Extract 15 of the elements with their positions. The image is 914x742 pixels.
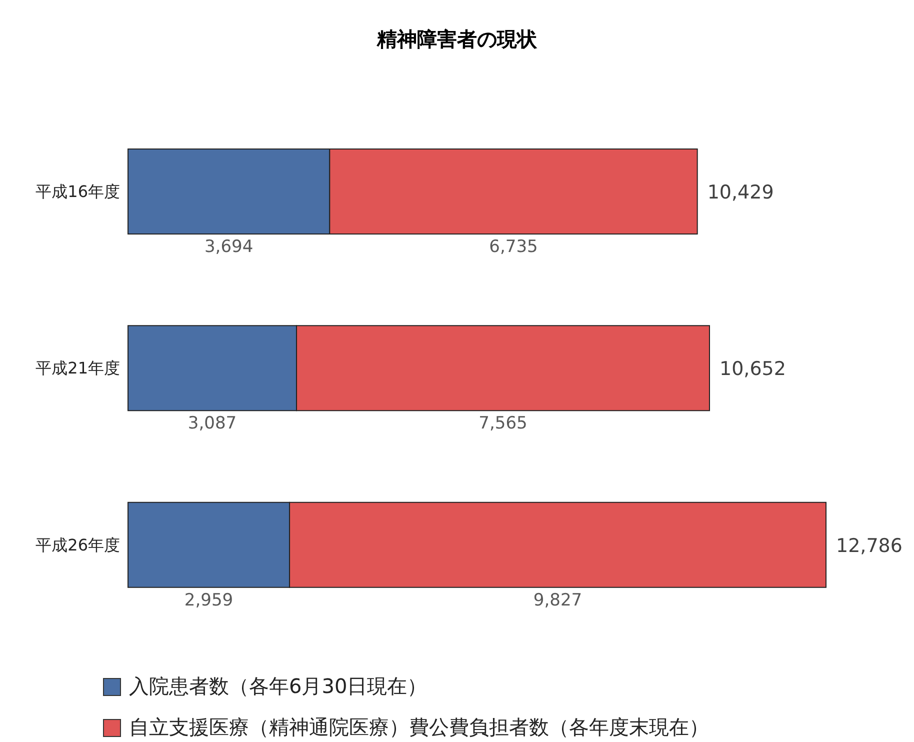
data-label: 6,735 <box>489 237 538 257</box>
data-label: 7,565 <box>478 414 528 434</box>
data-label: 9,827 <box>533 590 582 610</box>
legend-label: 入院患者数（各年6月30日現在） <box>129 673 428 700</box>
data-label: 3,694 <box>204 237 254 257</box>
data-label: 3,087 <box>188 414 237 434</box>
data-label: 2,959 <box>184 590 234 610</box>
total-label: 10,429 <box>707 182 774 204</box>
total-label: 12,786 <box>836 534 902 557</box>
y-tick-label: 平成21年度 <box>36 358 120 378</box>
total-label: 10,652 <box>720 358 786 380</box>
legend-label: 自立支援医療（精神通院医療）費公費負担者数（各年度末現在） <box>129 714 709 741</box>
chart-title: 精神障害者の現状 <box>376 26 538 53</box>
y-tick-label: 平成26年度 <box>36 535 120 554</box>
y-tick-label: 平成16年度 <box>36 182 120 202</box>
